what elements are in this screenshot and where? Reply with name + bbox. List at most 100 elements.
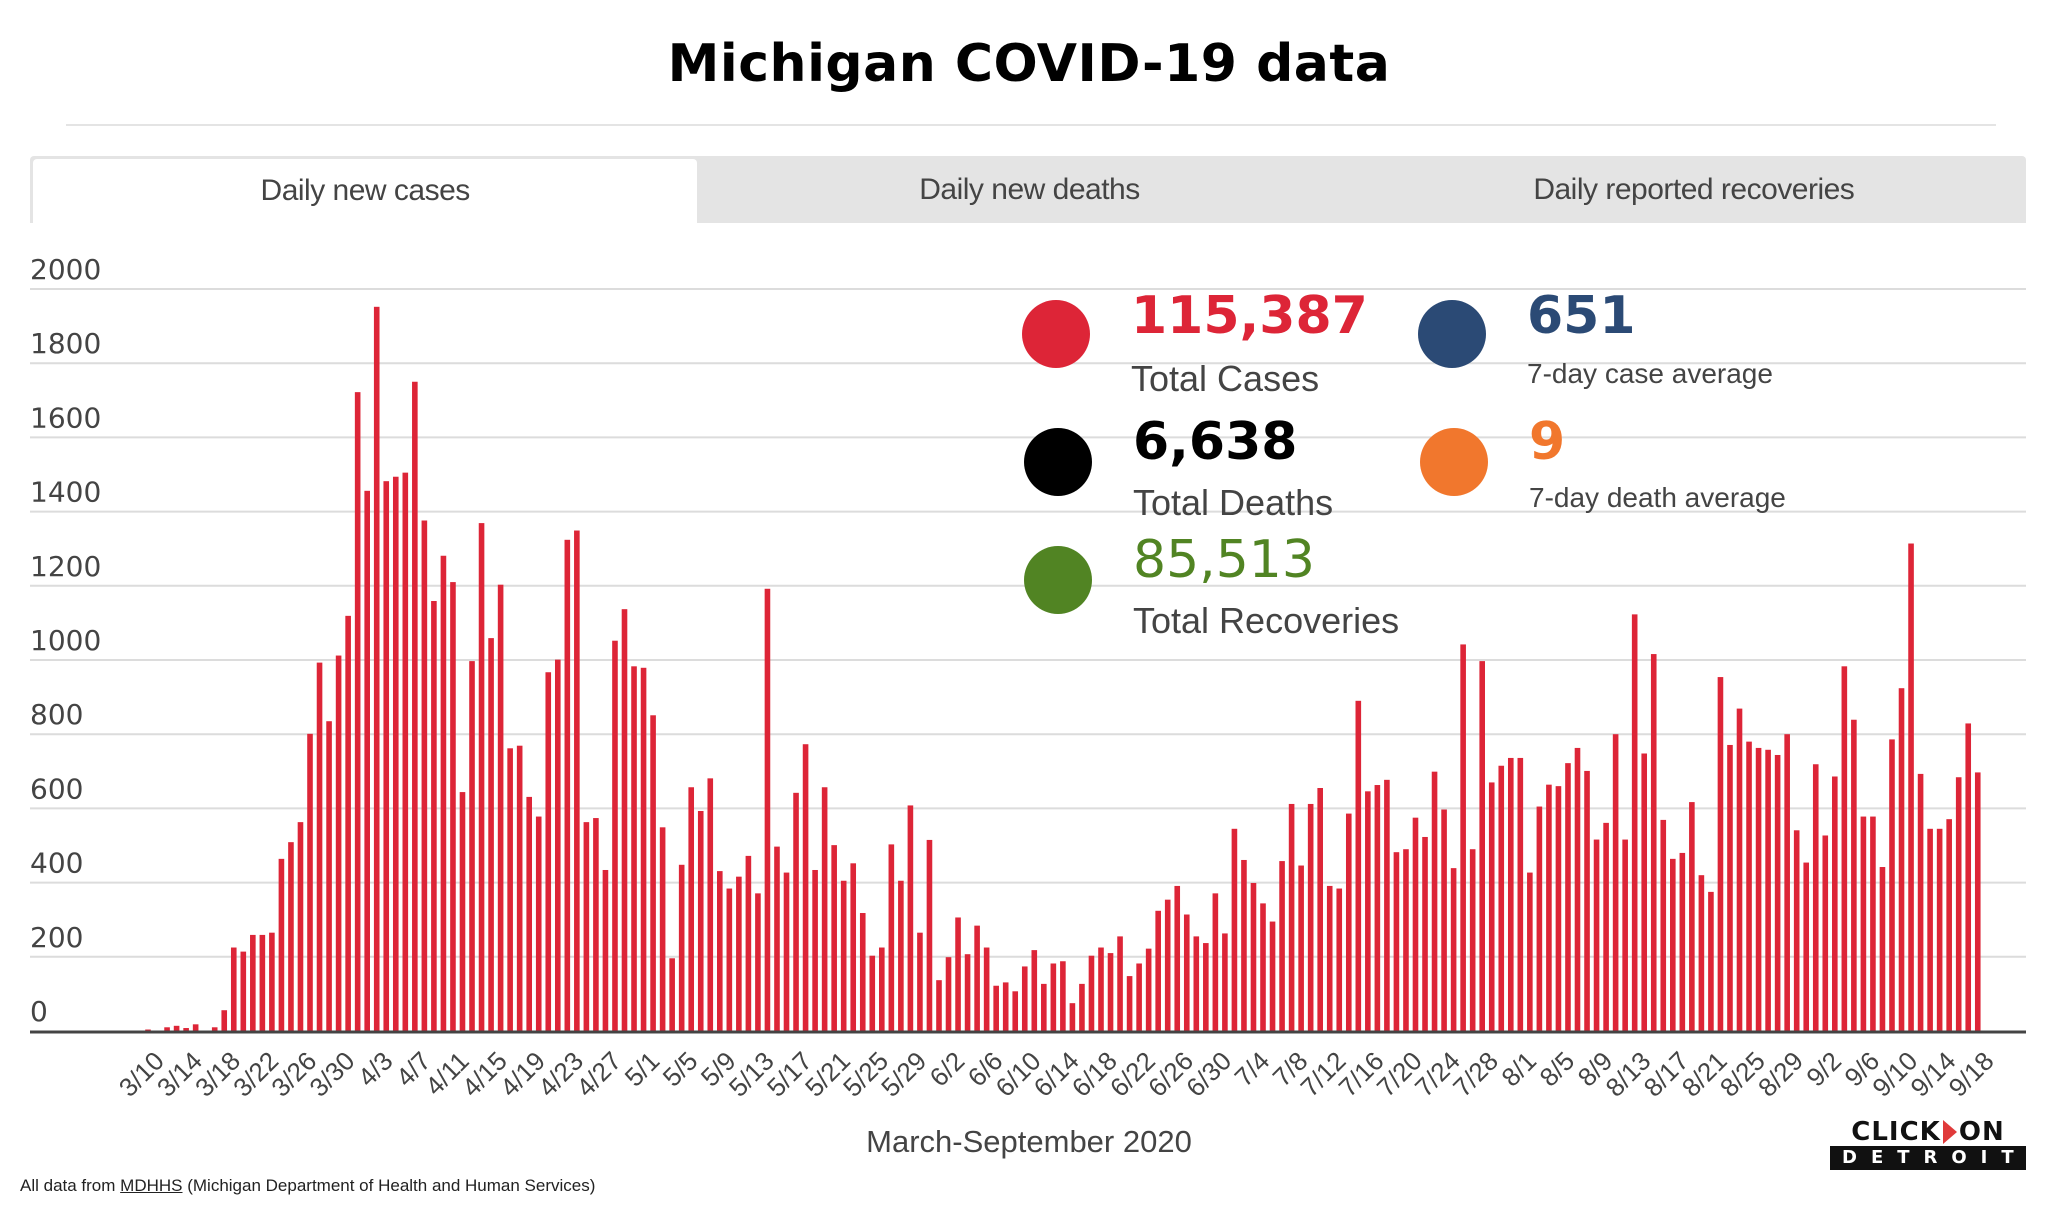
bar[interactable] [459, 792, 466, 1031]
bar[interactable] [888, 844, 895, 1031]
bar[interactable] [1812, 764, 1819, 1031]
bar[interactable] [316, 662, 323, 1031]
bar[interactable] [993, 985, 999, 1031]
bar[interactable] [1584, 770, 1590, 1031]
bar[interactable] [307, 733, 313, 1031]
bar[interactable] [1536, 806, 1543, 1031]
bar[interactable] [335, 655, 342, 1031]
tab-daily-new-deaths[interactable]: Daily new deaths [919, 172, 1140, 206]
bar[interactable] [1717, 677, 1724, 1031]
bar[interactable] [1107, 953, 1114, 1031]
bar[interactable] [1479, 661, 1485, 1031]
bar[interactable] [1965, 723, 1972, 1031]
bar[interactable] [1050, 963, 1057, 1031]
bar[interactable] [1288, 803, 1295, 1031]
bar[interactable] [288, 842, 294, 1031]
bar[interactable] [1507, 757, 1514, 1031]
bar[interactable] [1355, 700, 1362, 1031]
bar[interactable] [507, 748, 513, 1031]
bar[interactable] [1088, 955, 1095, 1031]
bar[interactable] [1698, 875, 1705, 1031]
bar[interactable] [1422, 836, 1428, 1031]
bar[interactable] [745, 855, 752, 1031]
bar[interactable] [1460, 644, 1466, 1031]
bar[interactable] [1908, 543, 1914, 1031]
bar[interactable] [879, 947, 885, 1031]
bar[interactable] [1574, 747, 1581, 1031]
bar[interactable] [516, 745, 523, 1031]
bar[interactable] [1927, 828, 1933, 1031]
bar[interactable] [802, 744, 809, 1031]
bar[interactable] [1469, 849, 1476, 1031]
bar[interactable] [1488, 782, 1495, 1031]
bar[interactable] [1727, 744, 1733, 1031]
bar[interactable] [440, 555, 447, 1031]
bar[interactable] [1441, 809, 1447, 1031]
bar[interactable] [1336, 888, 1343, 1031]
bar[interactable] [1384, 779, 1390, 1031]
bar[interactable] [688, 787, 695, 1031]
bar[interactable] [421, 520, 428, 1032]
bar[interactable] [1755, 747, 1762, 1031]
bar[interactable] [1898, 688, 1905, 1031]
bar[interactable] [1870, 816, 1876, 1031]
bar[interactable] [1746, 741, 1752, 1031]
bar[interactable] [1069, 1003, 1076, 1031]
bar[interactable] [717, 871, 723, 1031]
bar[interactable] [1450, 868, 1457, 1031]
bar[interactable] [392, 476, 399, 1032]
bar[interactable] [383, 481, 390, 1031]
tab-daily-reported-recoveries[interactable]: Daily reported recoveries [1533, 172, 1855, 206]
mdhhs-link[interactable]: MDHHS [120, 1176, 183, 1195]
bar[interactable] [1269, 921, 1276, 1031]
bar[interactable] [1879, 867, 1886, 1031]
bar[interactable] [1708, 891, 1714, 1032]
bar[interactable] [574, 530, 580, 1031]
bar[interactable] [774, 846, 780, 1031]
bar[interactable] [259, 934, 266, 1031]
bar[interactable] [1374, 785, 1381, 1031]
bar[interactable] [1527, 872, 1533, 1031]
bar[interactable] [1145, 948, 1152, 1031]
bar[interactable] [1974, 772, 1981, 1031]
bar[interactable] [373, 306, 380, 1031]
bar[interactable] [707, 778, 714, 1031]
bar[interactable] [1689, 802, 1695, 1031]
bar[interactable] [964, 954, 971, 1031]
bar[interactable] [497, 584, 504, 1031]
bar[interactable] [1079, 983, 1085, 1031]
bar[interactable] [945, 957, 952, 1031]
bar[interactable] [1832, 776, 1838, 1031]
bar[interactable] [1784, 734, 1790, 1031]
bar[interactable] [736, 876, 742, 1031]
bar[interactable] [431, 601, 437, 1031]
bar[interactable] [659, 827, 666, 1031]
bar[interactable] [917, 932, 923, 1031]
bar[interactable] [850, 863, 857, 1031]
bar[interactable] [1946, 819, 1952, 1031]
bar[interactable] [1603, 822, 1609, 1031]
bar[interactable] [793, 792, 799, 1031]
bar[interactable] [1650, 654, 1657, 1031]
bar[interactable] [1212, 893, 1219, 1031]
bar[interactable] [1622, 839, 1628, 1031]
bar[interactable] [554, 659, 561, 1031]
bar[interactable] [1412, 817, 1419, 1031]
bar[interactable] [1889, 739, 1895, 1031]
bar[interactable] [545, 672, 552, 1031]
bar[interactable] [1660, 819, 1667, 1031]
bar[interactable] [250, 934, 256, 1031]
bar[interactable] [221, 1010, 228, 1031]
bar[interactable] [1393, 852, 1400, 1031]
bar[interactable] [650, 715, 656, 1031]
bar[interactable] [1546, 784, 1552, 1031]
bar[interactable] [478, 523, 485, 1031]
bar[interactable] [1012, 991, 1019, 1031]
bar[interactable] [1670, 858, 1676, 1031]
bar[interactable] [1517, 757, 1524, 1031]
bar[interactable] [1203, 943, 1209, 1031]
tab-daily-new-cases[interactable]: Daily new cases [33, 159, 698, 223]
bar[interactable] [1193, 936, 1200, 1031]
bar[interactable] [726, 888, 733, 1031]
bar[interactable] [1307, 803, 1314, 1031]
